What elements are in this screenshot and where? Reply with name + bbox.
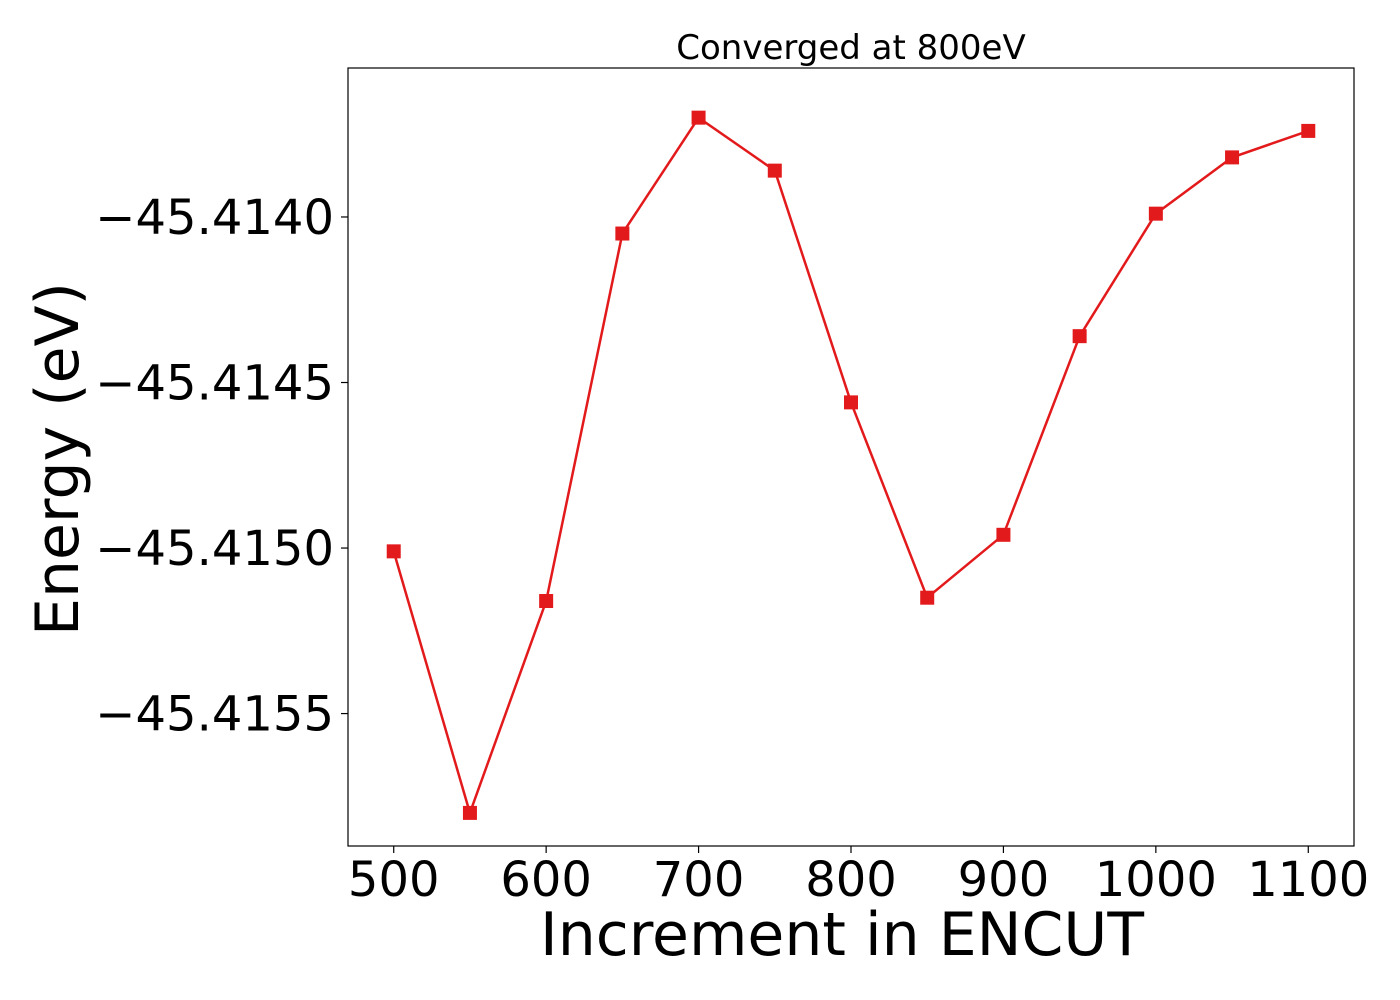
data-point [615,226,630,241]
x-tick-label: 1000 [1095,852,1217,908]
data-point [462,805,477,820]
x-axis: 500 600 700 800 900 1000 1100 [348,846,1369,908]
data-point [539,594,554,609]
data-point [691,110,706,125]
data-point [767,163,782,178]
series-markers [386,110,1316,820]
data-point [386,544,401,559]
data-point [920,590,935,605]
data-point [1301,123,1316,138]
data-point [1072,329,1087,344]
y-tick-label: −45.4145 [95,356,334,412]
y-tick-label: −45.4140 [95,190,334,246]
x-tick-label: 1100 [1247,852,1369,908]
x-tick-label: 600 [500,852,592,908]
y-axis-label: Energy (eV) [23,282,93,636]
x-tick-label: 900 [958,852,1050,908]
x-axis-label: Increment in ENCUT [540,900,1144,970]
x-tick-label: 500 [348,852,440,908]
x-tick-label: 800 [805,852,897,908]
y-axis: −45.4155 −45.4150 −45.4145 −45.4140 [95,190,348,743]
series-line [392,115,1309,817]
chart-title: Converged at 800eV [676,28,1025,68]
x-tick-label: 700 [653,852,745,908]
data-point [844,395,858,410]
y-tick-label: −45.4155 [95,687,334,743]
data-point [1148,206,1163,221]
y-tick-label: −45.4150 [95,521,334,577]
data-point [1225,150,1240,165]
data-point [996,527,1011,542]
